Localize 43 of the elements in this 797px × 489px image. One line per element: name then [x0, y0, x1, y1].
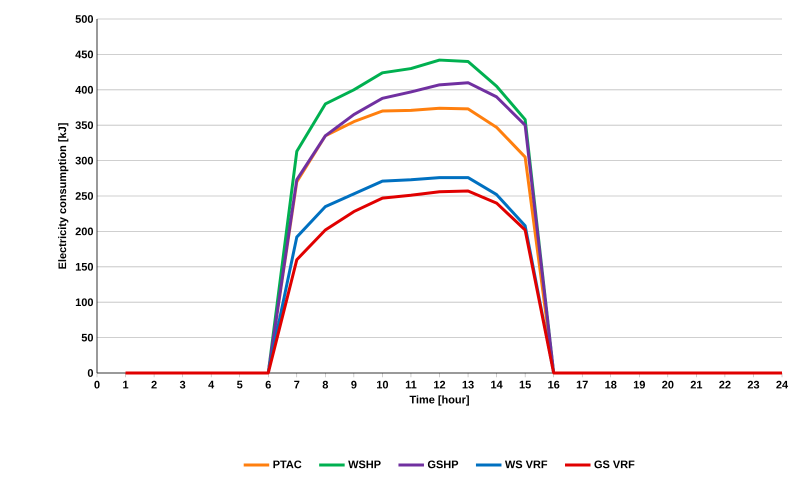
- x-tick-label: 16: [548, 380, 560, 389]
- y-tick-label: 450: [75, 50, 94, 58]
- y-tick-label: 400: [75, 86, 94, 94]
- y-tick-label: 300: [75, 156, 94, 164]
- legend-label: WS VRF: [504, 460, 548, 468]
- y-tick-label: 350: [75, 121, 94, 130]
- x-tick-label: 4: [208, 380, 214, 388]
- y-tick-label: 100: [76, 298, 94, 306]
- y-tick-label: 250: [76, 192, 94, 200]
- x-tick-label: 19: [634, 380, 645, 389]
- x-tick-label: 11: [406, 380, 416, 388]
- legend-label: WSHP: [348, 460, 381, 468]
- y-tick-label: 50: [82, 334, 94, 342]
- x-tick-label: 5: [237, 380, 242, 388]
- x-tick-label: 20: [662, 380, 674, 389]
- y-tick-label: 200: [76, 228, 94, 236]
- x-tick-label: 7: [294, 380, 300, 388]
- y-tick-label: 0: [88, 369, 94, 377]
- x-tick-label: 15: [520, 380, 531, 388]
- x-tick-label: 9: [351, 380, 357, 389]
- legend-label: GS VRF: [594, 460, 634, 468]
- x-tick-label: 1: [123, 380, 128, 388]
- x-tick-label: 21: [690, 380, 702, 388]
- x-tick-label: 0: [94, 380, 100, 389]
- x-axis-title: Time [hour]: [410, 395, 469, 406]
- x-tick-label: 10: [377, 380, 388, 389]
- x-tick-label: 24: [776, 380, 788, 388]
- legend-label: PTAC: [273, 460, 302, 468]
- x-tick-label: 22: [719, 380, 731, 388]
- x-tick-label: 2: [151, 380, 157, 388]
- x-tick-label: 17: [576, 380, 588, 388]
- x-tick-label: 13: [462, 380, 474, 389]
- y-tick-label: 500: [76, 15, 94, 23]
- x-tick-label: 18: [605, 380, 617, 389]
- x-tick-label: 8: [322, 380, 328, 389]
- legend-label: GSHP: [428, 460, 458, 468]
- x-tick-label: 3: [180, 380, 186, 389]
- x-tick-label: 14: [491, 380, 503, 388]
- x-tick-label: 23: [748, 380, 760, 389]
- x-tick-label: 12: [434, 380, 446, 388]
- y-axis-title: Electricity consumption [kJ]: [58, 123, 68, 269]
- y-tick-label: 150: [76, 262, 94, 271]
- x-tick-label: 6: [266, 380, 271, 389]
